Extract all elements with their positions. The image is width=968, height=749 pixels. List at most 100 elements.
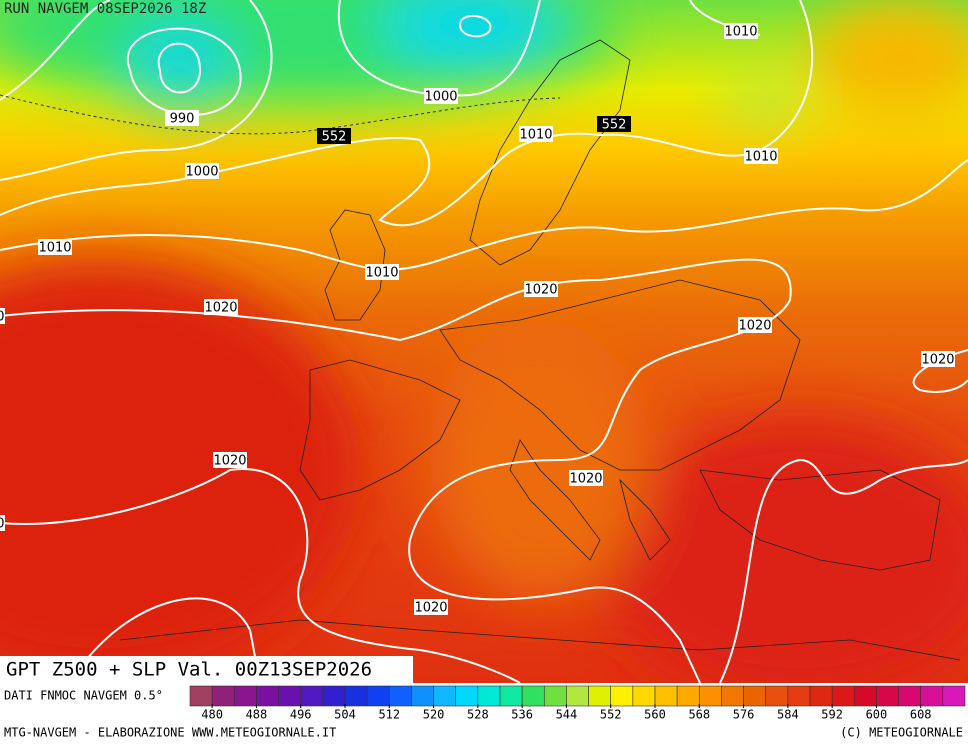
colorbar-swatch	[477, 685, 501, 707]
colorbar-tick-label: 608	[910, 708, 932, 722]
contour-label: 552	[322, 130, 347, 145]
label-bg	[204, 299, 238, 315]
colorbar-swatch	[853, 685, 877, 707]
colorbar-swatch	[499, 685, 523, 707]
label-bg	[165, 110, 199, 126]
colorbar-swatch	[566, 685, 589, 707]
contour-label: 1010	[744, 150, 777, 165]
label-bg	[569, 470, 603, 486]
colorbar-tick-label: 504	[334, 708, 356, 722]
colorbar-tick-label: 520	[423, 708, 445, 722]
contour-labels: 990 1000 552 552 1010 1010 1010 1000 1010 1010 102…	[0, 23, 955, 616]
colorbar-swatch	[920, 685, 944, 707]
label-bg	[744, 148, 778, 164]
colorbar-tick-label: 576	[733, 708, 755, 722]
map-field: 990 1000 552 552 1010 1010 1010 1000 1010 1010 102…	[0, 0, 968, 683]
label-bg	[365, 264, 399, 280]
colorbar-swatch	[521, 685, 545, 707]
colorbar-swatch	[831, 685, 855, 707]
label-bg	[519, 126, 553, 142]
colorbar-swatch	[654, 685, 678, 707]
footer-right: (C) METEOGIORNALE	[840, 726, 963, 740]
colorbar-swatch	[189, 685, 213, 707]
colorbar-swatch	[610, 685, 634, 707]
colorbar-tick-label: 584	[777, 708, 799, 722]
colorbar-swatch	[942, 685, 966, 707]
map-title: GPT Z500 + SLP Val. 00Z13SEP2026	[6, 659, 372, 681]
colorbar-swatch	[433, 685, 457, 707]
contour-label: 1010	[724, 25, 757, 40]
colorbar-swatch	[256, 685, 279, 707]
colorbar-swatch	[588, 685, 612, 707]
colorbar-swatch	[388, 685, 412, 707]
contour-label: 552	[602, 118, 627, 133]
label-bg	[597, 116, 631, 132]
contour-label: 1010	[519, 128, 552, 143]
label-bg	[524, 281, 558, 297]
contour-label: 1020	[921, 353, 954, 368]
contour-label: 1020	[0, 310, 5, 325]
label-bg	[414, 599, 448, 615]
contour-label: 1020	[204, 301, 237, 316]
colorbar-tick-label: 560	[644, 708, 666, 722]
colorbar-swatch	[898, 685, 922, 707]
title-box	[0, 656, 413, 683]
colorbar-swatch	[211, 685, 235, 707]
label-bg	[921, 351, 955, 367]
colorbar-tick-label: 528	[467, 708, 489, 722]
label-bg	[724, 23, 758, 39]
contour-label: 1020	[0, 517, 5, 532]
colorbar-tick-label: 488	[246, 708, 268, 722]
colorbar-swatch	[300, 685, 324, 707]
contour-label: 1020	[569, 472, 602, 487]
contour-label: 1000	[424, 90, 457, 105]
colorbar-swatch	[344, 685, 368, 707]
colorbar-swatch	[698, 685, 722, 707]
colorbar-swatch	[411, 685, 434, 707]
label-bg	[213, 452, 247, 468]
colorbar-swatch	[809, 685, 833, 707]
colorbar-swatch	[787, 685, 811, 707]
footer-left: MTG-NAVGEM - ELABORAZIONE WWW.METEOGIORN…	[4, 726, 336, 740]
contour-label: 1010	[38, 241, 71, 256]
contour-label: 1000	[185, 165, 218, 180]
colorbar-tick-label: 552	[600, 708, 622, 722]
colorbar-tick-label: 480	[201, 708, 223, 722]
colorbar-swatch	[543, 685, 567, 707]
colorbar: 480 488 496 504 512 520 528 536 544 552 560 568 576 5…	[189, 685, 966, 722]
colorbar-swatch	[278, 685, 302, 707]
coastlines	[119, 39, 961, 661]
contour-label: 1020	[524, 283, 557, 298]
colorbar-tick-label: 536	[511, 708, 533, 722]
colorbar-swatch	[632, 685, 656, 707]
colorbar-swatch	[322, 685, 346, 707]
label-bg	[38, 239, 72, 255]
colorbar-tick-label: 568	[688, 708, 710, 722]
contour-label: 1010	[365, 266, 398, 281]
label-bg	[424, 88, 458, 104]
contour-label: 1020	[414, 601, 447, 616]
label-bg	[185, 163, 219, 179]
colorbar-swatch	[233, 685, 257, 707]
label-bg	[738, 317, 772, 333]
run-header: RUN NAVGEM 08SEP2026 18Z	[4, 1, 206, 17]
label-bg	[317, 128, 351, 144]
contour-label: 1020	[213, 454, 246, 469]
label-bg	[0, 308, 5, 324]
label-bg	[0, 515, 5, 531]
colorbar-tick-label: 496	[290, 708, 312, 722]
contour-label: 990	[170, 112, 195, 127]
colorbar-tick-label: 512	[378, 708, 400, 722]
z500-contour	[0, 94, 561, 135]
colorbar-swatch	[876, 685, 899, 707]
colorbar-swatch	[721, 685, 744, 707]
contour-label: 1020	[738, 319, 771, 334]
colorbar-swatch	[676, 685, 700, 707]
colorbar-swatch	[743, 685, 767, 707]
colorbar-tick-label: 592	[821, 708, 843, 722]
source-label: DATI FNMOC NAVGEM 0.5°	[4, 689, 163, 703]
colorbar-tick-label: 544	[556, 708, 578, 722]
colorbar-swatch	[765, 685, 789, 707]
